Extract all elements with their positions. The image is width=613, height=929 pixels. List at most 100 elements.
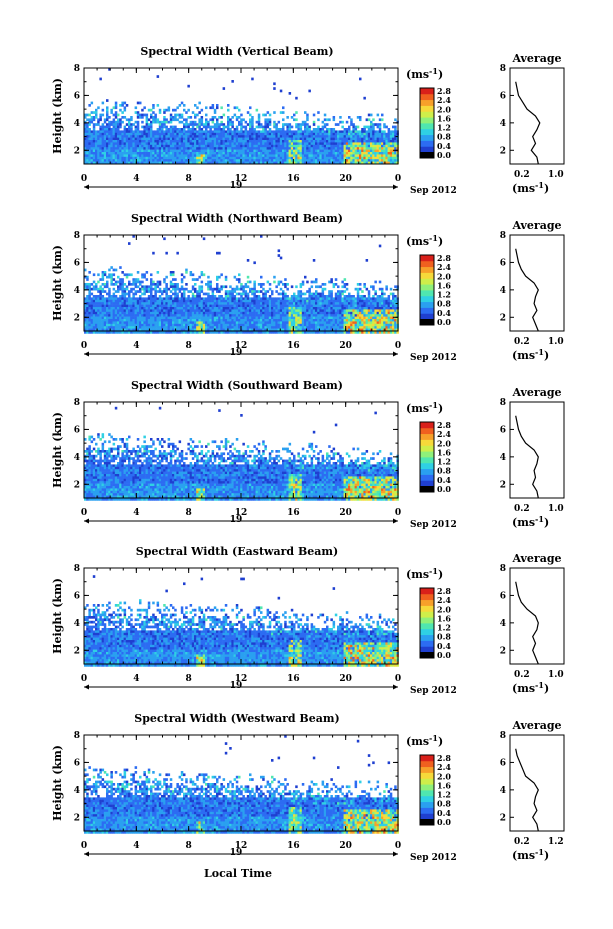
heatmap-cell — [176, 309, 179, 313]
heatmap-cell — [161, 331, 164, 334]
heatmap-cell — [394, 130, 397, 134]
heatmap-cell — [321, 128, 325, 131]
heatmap-cell — [383, 135, 386, 138]
heatmap-cell — [326, 147, 329, 150]
heatmap-cell — [198, 331, 201, 334]
heatmap-cell — [156, 137, 160, 141]
heatmap-cell — [198, 156, 201, 160]
heatmap-cell — [317, 299, 320, 303]
heatmap-cell — [125, 307, 129, 310]
heatmap-cell — [277, 328, 281, 332]
heatmap-cell — [231, 159, 234, 162]
heatmap-cell — [180, 328, 184, 332]
heatmap-cell — [145, 144, 149, 148]
heatmap-cell — [139, 116, 142, 119]
heatmap-cell — [235, 285, 239, 289]
heatmap-cell — [354, 152, 358, 155]
heatmap-cell — [323, 135, 327, 138]
heatmap-cell — [207, 144, 210, 148]
heatmap-cell — [328, 314, 331, 317]
heatmap-cell — [207, 125, 210, 129]
heatmap-cell — [99, 309, 102, 313]
heatmap-cell — [288, 321, 292, 325]
heatmap-cell — [244, 321, 248, 325]
heatmap-cell — [152, 297, 155, 301]
heatmap-cell — [117, 307, 120, 310]
heatmap-cell — [165, 290, 168, 293]
heatmap-cell — [290, 299, 294, 303]
heatmap-cell — [121, 101, 124, 105]
heatmap-cell — [99, 331, 102, 334]
heatmap-cell — [246, 295, 250, 298]
heatmap-cell — [374, 147, 377, 150]
heatmap-cell — [128, 140, 131, 143]
heatmap-cell — [222, 311, 226, 315]
heatmap-cell — [194, 149, 197, 153]
heatmap-cell — [172, 142, 175, 146]
heatmap-cell — [361, 159, 364, 162]
heatmap-cell — [310, 130, 314, 134]
y-tick-label: 2 — [74, 146, 80, 156]
heatmap-cell — [229, 137, 232, 141]
heatmap-cell — [125, 137, 129, 141]
heatmap-cell — [130, 323, 133, 327]
heatmap-cell — [209, 299, 212, 303]
heatmap-cell — [110, 304, 113, 308]
heatmap-cell — [328, 316, 331, 320]
heatmap-cell — [290, 297, 294, 301]
heatmap-cell — [211, 316, 215, 320]
heatmap-cell — [205, 328, 208, 332]
heatmap-cell — [156, 144, 160, 148]
heatmap-cell — [90, 116, 94, 119]
heatmap-cell — [317, 132, 320, 136]
heatmap-cell — [92, 149, 96, 153]
heatmap-cell — [235, 309, 239, 313]
heatmap-cell — [374, 154, 377, 158]
heatmap-cell — [154, 328, 157, 332]
heatmap-cell — [119, 285, 122, 289]
heatmap-cell — [350, 144, 353, 148]
heatmap-cell — [301, 140, 305, 143]
heatmap-cell — [341, 156, 344, 160]
heatmap-cell — [191, 159, 195, 162]
heatmap-cell — [119, 132, 122, 136]
heatmap-cell — [317, 331, 320, 334]
heatmap-cell — [84, 132, 87, 136]
heatmap-cell — [165, 251, 168, 255]
heatmap-cell — [180, 309, 184, 313]
heatmap-cell — [103, 319, 107, 322]
heatmap-cell — [367, 159, 371, 162]
heatmap-cell — [343, 135, 347, 138]
heatmap-cell — [99, 290, 102, 293]
heatmap-cell — [387, 128, 391, 131]
heatmap-cell — [334, 283, 338, 286]
heatmap-cell — [90, 120, 94, 124]
heatmap-cell — [172, 309, 175, 313]
heatmap-cell — [216, 304, 219, 308]
heatmap-cell — [185, 123, 188, 126]
heatmap-cell — [165, 311, 168, 315]
heatmap-cell — [306, 147, 309, 150]
heatmap-cell — [224, 161, 228, 165]
heatmap-cell — [130, 140, 133, 143]
heatmap-cell — [167, 287, 171, 291]
heatmap-cell — [99, 140, 102, 143]
heatmap-cell — [352, 137, 355, 141]
heatmap-cell — [224, 321, 228, 325]
heatmap-cell — [321, 135, 325, 138]
heatmap-cell — [356, 149, 360, 153]
heatmap-cell — [334, 140, 338, 143]
heatmap-cell — [308, 287, 311, 291]
heatmap-cell — [224, 319, 228, 322]
heatmap-cell — [130, 161, 133, 165]
heatmap-cell — [198, 319, 201, 322]
colorbar-tick-label: 0.4 — [437, 141, 451, 151]
heatmap-cell — [242, 311, 245, 315]
heatmap-cell — [218, 116, 221, 119]
heatmap-cell — [158, 314, 162, 317]
heatmap-cell — [123, 116, 127, 119]
heatmap-cell — [169, 328, 173, 332]
heatmap-cell — [244, 154, 248, 158]
heatmap-cell — [275, 307, 278, 310]
heatmap-cell — [154, 307, 157, 310]
